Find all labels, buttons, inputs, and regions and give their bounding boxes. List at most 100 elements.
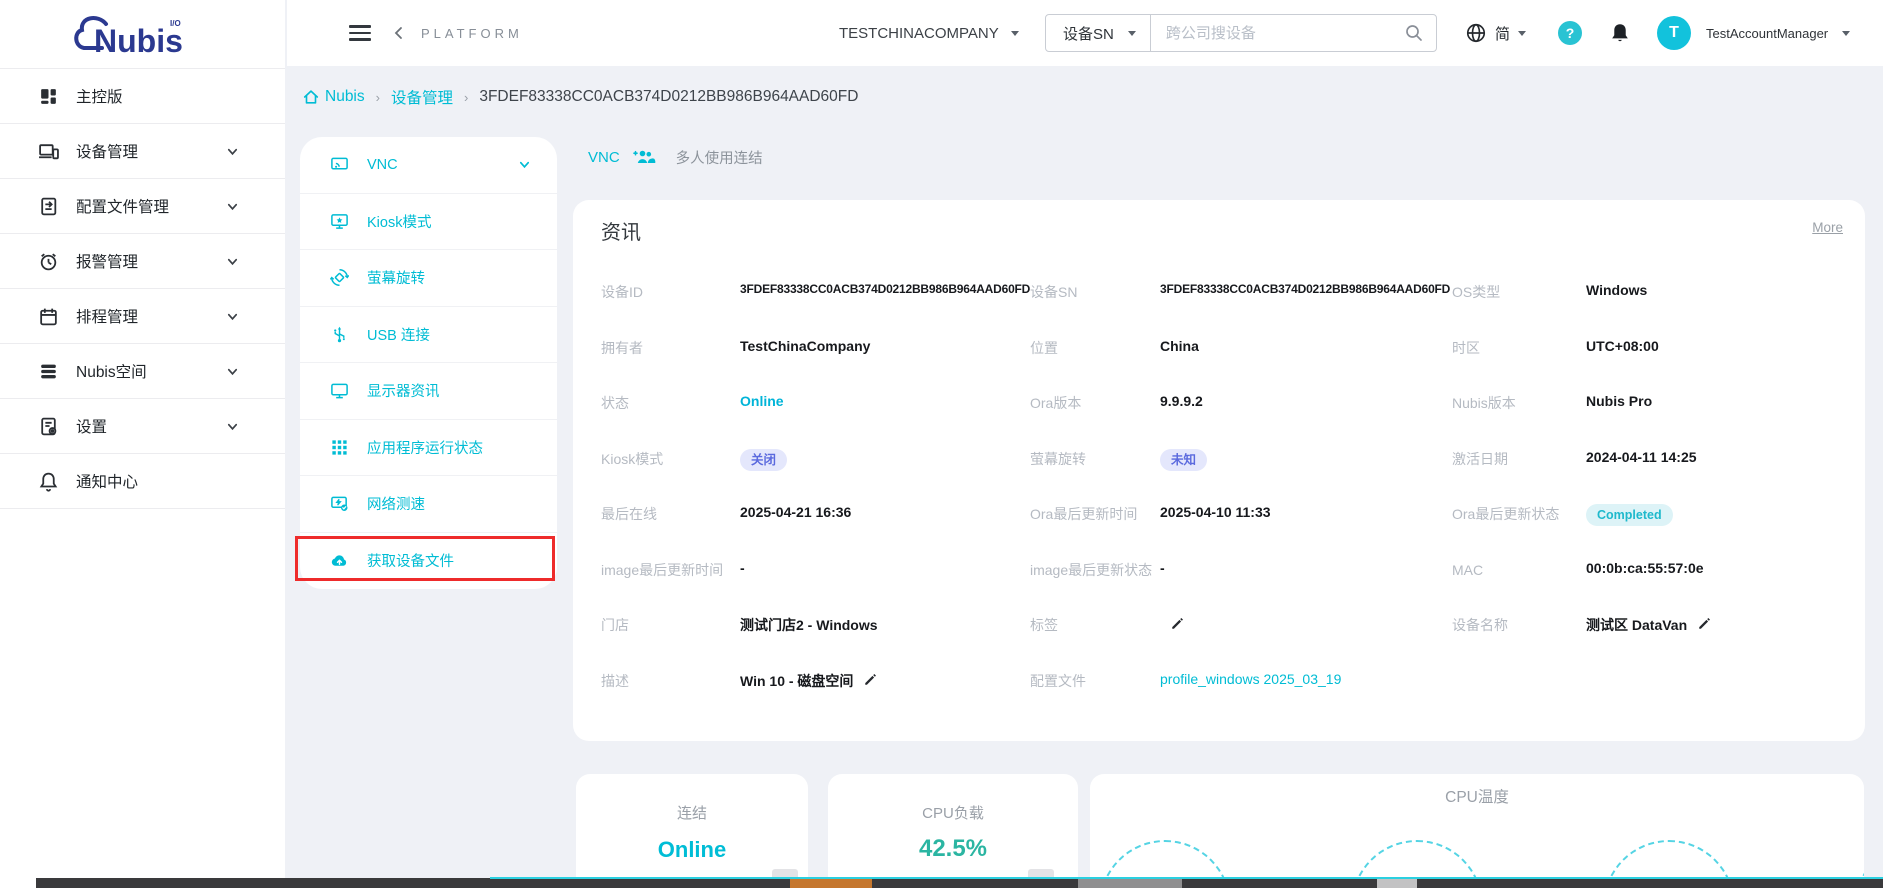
edit-pencil-icon[interactable]	[863, 672, 878, 687]
more-link[interactable]: More	[1812, 220, 1843, 235]
submenu-item-vnc[interactable]: VNC	[300, 137, 557, 194]
submenu-item-get-device-files[interactable]: 获取设备文件	[300, 533, 557, 590]
field-label: 激活日期	[1452, 450, 1508, 467]
profile-link[interactable]: profile_windows 2025_03_19	[1160, 670, 1342, 687]
avatar[interactable]: T	[1657, 16, 1691, 50]
cloud-upload-icon	[331, 555, 347, 566]
edit-pencil-icon[interactable]	[1170, 616, 1185, 631]
taskbar-sliver	[36, 878, 1883, 888]
field-label: 位置	[1030, 339, 1058, 356]
field-label: Ora版本	[1030, 395, 1082, 411]
stacked-list-icon	[41, 364, 56, 378]
sidebar-item-settings[interactable]: 设置	[0, 399, 285, 454]
chevron-down-icon	[227, 258, 238, 265]
company-dropdown[interactable]: TESTCHINACOMPANY	[839, 0, 1019, 66]
network-speed-icon	[331, 496, 348, 512]
taskbar-gray-segment	[1377, 879, 1417, 888]
submenu-item-label: 显示器资讯	[367, 384, 440, 401]
logo-sup: I/O	[170, 19, 181, 28]
add-users-icon[interactable]	[632, 147, 656, 167]
username: TestAccountManager	[1706, 25, 1829, 41]
field-label: 标签	[1030, 617, 1058, 633]
rotate-screen-icon	[330, 269, 349, 287]
sidebar-item-notification-center[interactable]: 通知中心	[0, 454, 285, 509]
globe-icon	[1466, 23, 1486, 43]
sidebar-item-label: 报警管理	[76, 254, 139, 271]
sidebar-item-dashboard[interactable]: 主控版	[0, 69, 285, 124]
field-label: 配置文件	[1030, 672, 1086, 689]
last-online-value: 2025-04-21 16:36	[740, 504, 852, 520]
monitor-icon	[331, 383, 348, 399]
breadcrumb-section-link[interactable]: 设备管理	[390, 90, 453, 107]
submenu-item-label: 获取设备文件	[367, 554, 454, 571]
chevron-down-icon	[227, 203, 238, 210]
cpu-temperature-card: CPU温度	[1090, 774, 1864, 888]
search-category-select[interactable]: 设备SN	[1046, 15, 1150, 51]
field-label: image最后更新时间	[601, 561, 724, 578]
status-value: Online	[740, 393, 784, 409]
user-menu[interactable]: TestAccountManager	[1706, 0, 1851, 66]
cpu-load-card-value: 42.5%	[918, 835, 988, 862]
field-label: 最后在线	[601, 506, 657, 522]
device-info-card: 资讯 More 设备ID 3FDEF83338CC0ACB374D0212BB9…	[573, 200, 1865, 741]
apps-grid-icon	[332, 440, 347, 455]
submenu-item-label: USB 连接	[367, 327, 430, 344]
field-label: Nubis版本	[1452, 395, 1516, 411]
description-value: Win 10 - 磁盘空间	[740, 672, 854, 689]
sidebar-item-label: 排程管理	[76, 309, 139, 326]
caret-down-icon	[1842, 30, 1851, 36]
screen-rotation-badge: 未知	[1160, 448, 1208, 471]
submenu-item-network-speed-test[interactable]: 网络测速	[300, 476, 557, 533]
ora-last-update-time-value: 2025-04-10 11:33	[1160, 504, 1271, 520]
submenu-item-screen-rotation[interactable]: 萤幕旋转	[300, 250, 557, 307]
taskbar-gray-segment	[1078, 879, 1182, 888]
submenu-item-display-info[interactable]: 显示器资讯	[300, 363, 557, 420]
chevron-down-icon	[227, 368, 238, 375]
search-icon[interactable]	[1404, 23, 1424, 43]
store-value: 测试门店2 - Windows	[740, 617, 878, 633]
cpu-temperature-card-title: CPU温度	[1445, 789, 1509, 806]
divider	[1149, 14, 1151, 52]
sidebar: Nubis I/O 主控版 设备管理 配置文件管理 报警管理 排程管理	[0, 0, 285, 888]
breadcrumb-home-link[interactable]: Nubis	[302, 88, 365, 106]
hamburger-menu-icon[interactable]	[349, 25, 371, 41]
submenu-item-label: 萤幕旋转	[367, 271, 425, 288]
chevron-down-icon	[227, 423, 238, 430]
field-label: 设备ID	[601, 284, 643, 300]
search-category-value: 设备SN	[1063, 25, 1114, 43]
search-input[interactable]	[1150, 24, 1404, 42]
card-scroll-handle	[772, 869, 798, 879]
notifications-bell-icon[interactable]	[1609, 22, 1631, 44]
language-selector[interactable]: 简	[1465, 0, 1527, 66]
back-chevron-icon[interactable]	[391, 25, 407, 41]
sidebar-item-schedule-management[interactable]: 排程管理	[0, 289, 285, 344]
sidebar-item-profile-management[interactable]: 配置文件管理	[0, 179, 285, 234]
image-last-update-status-value: -	[1160, 559, 1165, 576]
field-label: Kiosk模式	[601, 450, 664, 467]
logo-text: Nubis	[94, 23, 183, 59]
submenu-item-kiosk-mode[interactable]: Kiosk模式	[300, 194, 557, 250]
nubis-logo[interactable]: Nubis I/O	[72, 8, 212, 64]
cpu-load-card-title: CPU负载	[922, 805, 984, 822]
sidebar-item-device-management[interactable]: 设备管理	[0, 124, 285, 179]
edit-pencil-icon[interactable]	[1697, 616, 1712, 631]
help-button[interactable]: ?	[1558, 21, 1582, 45]
submenu-item-app-running-status[interactable]: 应用程序运行状态	[300, 420, 557, 476]
sidebar-item-nubis-space[interactable]: Nubis空间	[0, 344, 285, 399]
card-scroll-handle	[1028, 869, 1054, 879]
sidebar-item-alarm-management[interactable]: 报警管理	[0, 234, 285, 289]
submenu-item-usb-connection[interactable]: USB 连接	[300, 307, 557, 363]
os-type-value: Windows	[1586, 282, 1648, 298]
sidebar-item-label: 设备管理	[76, 144, 139, 161]
submenu-item-label: VNC	[367, 156, 398, 173]
breadcrumb-device-id: 3FDEF83338CC0ACB374D0212BB986B964AAD60FD	[479, 88, 859, 105]
profile-doc-icon	[41, 197, 57, 215]
ora-version-value: 9.9.9.2	[1160, 393, 1203, 409]
breadcrumb: Nubis › 设备管理 › 3FDEF83338CC0ACB374D0212B…	[302, 82, 858, 112]
field-label: image最后更新状态	[1030, 561, 1153, 578]
vnc-link[interactable]: VNC	[588, 148, 620, 166]
chevron-down-icon	[227, 313, 238, 320]
connection-card-value: Online	[657, 837, 727, 862]
sidebar-item-label: 设置	[76, 419, 108, 436]
location-value: China	[1160, 337, 1199, 354]
